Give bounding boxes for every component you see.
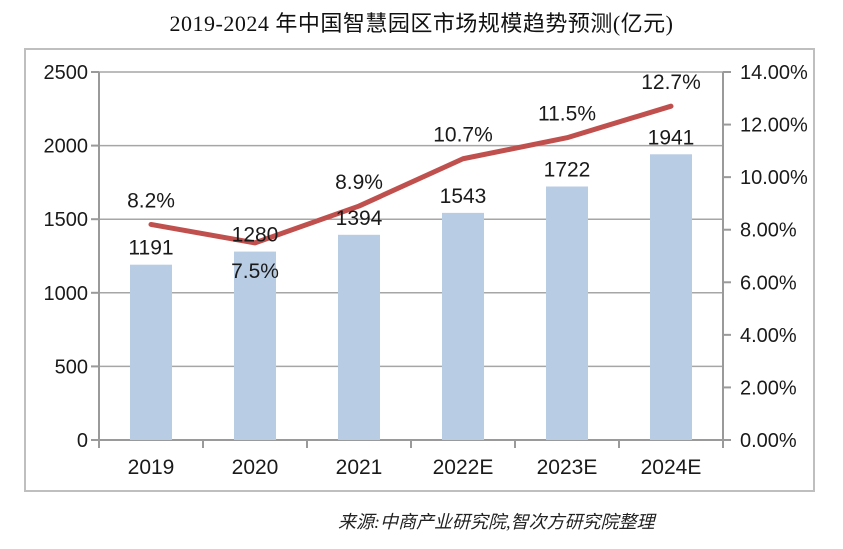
y-axis-label-left: 1000	[44, 283, 89, 305]
line-label: 12.7%	[641, 71, 701, 94]
line-label: 8.9%	[335, 171, 383, 194]
y-axis-label-right: 12.00%	[740, 115, 808, 137]
line-label: 11.5%	[538, 103, 596, 126]
bar-2020	[234, 251, 276, 440]
x-axis-label: 2021	[336, 456, 383, 479]
y-axis-label-right: 14.00%	[740, 62, 808, 84]
y-axis-label-left: 2000	[44, 136, 89, 158]
trend-line	[148, 103, 674, 246]
y-axis-label-right: 6.00%	[740, 272, 797, 294]
bar-label: 1722	[544, 159, 591, 182]
line-label: 7.5%	[231, 260, 279, 283]
y-axis-label-left: 0	[77, 430, 88, 452]
line-label: 8.2%	[127, 189, 175, 212]
y-axis-label-left: 1500	[44, 209, 89, 231]
bar-label: 1191	[128, 237, 173, 260]
x-axis-label: 2023E	[537, 456, 598, 479]
y-axis-label-left: 500	[55, 356, 88, 378]
bar-2019	[130, 264, 172, 440]
x-axis-label: 2020	[232, 456, 279, 479]
x-axis-label: 2019	[128, 456, 175, 479]
bar-2022E	[442, 212, 484, 440]
y-axis-label-left: 2500	[44, 62, 89, 84]
y-axis-label-right: 10.00%	[740, 167, 808, 189]
line-label: 10.7%	[433, 124, 493, 147]
bar-label: 1941	[648, 126, 695, 149]
bar-label: 1394	[336, 207, 383, 230]
bar-2023E	[546, 186, 588, 440]
x-axis-label: 2022E	[433, 456, 494, 479]
y-axis-label-right: 2.00%	[740, 377, 797, 399]
bar-label: 1543	[440, 185, 487, 208]
y-axis-label-right: 8.00%	[740, 220, 797, 242]
y-axis-label-right: 4.00%	[740, 325, 797, 347]
chart-title: 2019-2024 年中国智慧园区市场规模趋势预测(亿元)	[169, 11, 674, 36]
bar-label: 1280	[232, 224, 279, 247]
source-note: 来源:中商产业研究院,智次方研究院整理	[338, 512, 655, 532]
bar-2024E	[650, 154, 692, 441]
bar-2021	[338, 234, 380, 440]
y-axis-label-right: 0.00%	[740, 430, 797, 452]
x-axis-label: 2024E	[641, 456, 702, 479]
